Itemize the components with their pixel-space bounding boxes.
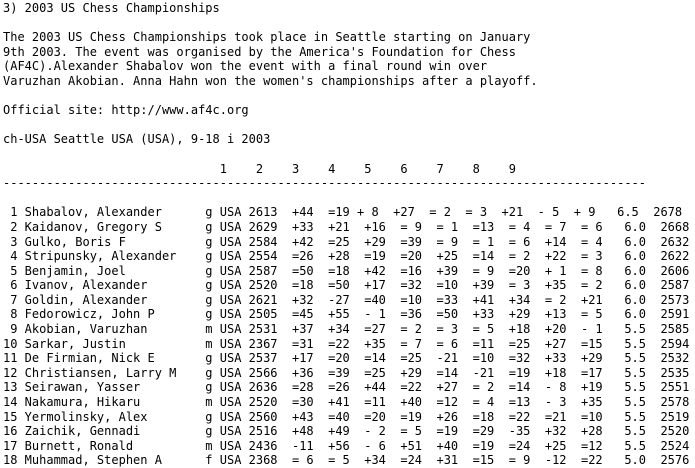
crosstable-row: 9 Akobian, Varuzhan m USA 2531 +37 +34 =…	[3, 322, 690, 337]
crosstable-row: 5 Benjamin, Joel g USA 2587 =50 =18 +42 …	[3, 263, 690, 278]
crosstable-row: 14 Nakamura, Hikaru m USA 2520 =30 +41 =…	[3, 395, 690, 410]
document-heading: 3) 2003 US Chess Championships	[3, 1, 220, 15]
crosstable-row: 16 Zaichik, Gennadi g USA 2516 +48 +49 -…	[3, 424, 690, 439]
intro-line: Varuzhan Akobian. Anna Hahn won the wome…	[3, 73, 538, 88]
blank-line	[3, 147, 695, 162]
crosstable-row: 17 Burnett, Ronald m USA 2436 -11 +56 - …	[3, 438, 690, 453]
crosstable-header: 1 2 3 4 5 6 7 8 9	[3, 161, 516, 176]
document-text: 3) 2003 US Chess Championships The 2003 U…	[3, 1, 695, 468]
crosstable-row: 10 Sarkar, Justin m USA 2367 =31 =22 +35…	[3, 336, 690, 351]
crosstable-row: 8 Fedorowicz, John P g USA 2505 =45 +55 …	[3, 307, 690, 322]
intro-line: 9th 2003. The event was organised by the…	[3, 44, 516, 59]
event-line: ch-USA Seattle USA (USA), 9-18 i 2003	[3, 132, 271, 147]
crosstable-row: 4 Stripunsky, Alexander g USA 2554 =26 +…	[3, 249, 690, 264]
intro-line: (AF4C).Alexander Shabalov won the event …	[3, 59, 488, 74]
blank-line	[3, 89, 695, 104]
blank-line	[3, 191, 695, 206]
official-site-line: Official site: http://www.af4c.org	[3, 103, 249, 118]
crosstable-row: 11 De Firmian, Nick E g USA 2537 +17 =20…	[3, 351, 690, 366]
crosstable-row: 13 Seirawan, Yasser g USA 2636 =28 =26 +…	[3, 380, 690, 395]
crosstable-row: 2 Kaidanov, Gregory S g USA 2629 +33 +21…	[3, 219, 690, 234]
crosstable-separator: ----------------------------------------…	[3, 176, 646, 191]
crosstable-row: 1 Shabalov, Alexander g USA 2613 +44 =19…	[3, 205, 683, 220]
crosstable-row: 6 Ivanov, Alexander g USA 2520 =18 =50 +…	[3, 278, 690, 293]
crosstable-row: 18 Muhammad, Stephen A f USA 2368 = 6 = …	[3, 453, 690, 468]
crosstable-row: 3 Gulko, Boris F g USA 2584 +42 =25 +29 …	[3, 234, 690, 249]
crosstable-row: 12 Christiansen, Larry M g USA 2566 +36 …	[3, 365, 690, 380]
blank-line	[3, 16, 695, 31]
intro-line: The 2003 US Chess Championships took pla…	[3, 30, 531, 45]
crosstable-row: 7 Goldin, Alexander g USA 2621 +32 -27 =…	[3, 292, 690, 307]
blank-line	[3, 118, 695, 133]
crosstable-row: 15 Yermolinsky, Alex g USA 2560 +43 =40 …	[3, 409, 690, 424]
